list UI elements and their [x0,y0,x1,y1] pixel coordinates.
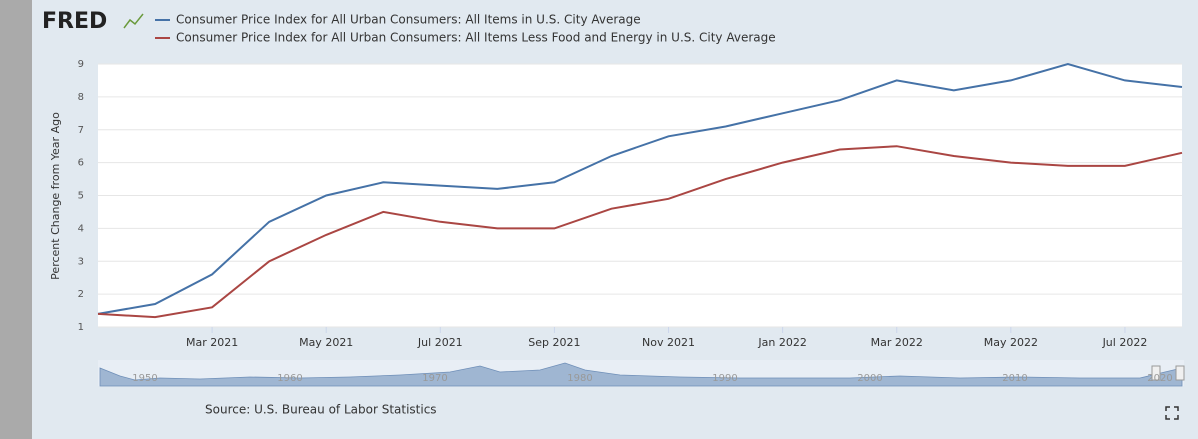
x-tick-label: Jul 2021 [417,336,463,349]
series-line [97,62,1183,315]
navigator-handle[interactable] [1151,365,1161,381]
x-tick-label: Jul 2022 [1102,336,1148,349]
x-tick-label: Sep 2021 [528,336,580,349]
navigator-label: 2020 [1147,373,1172,384]
legend-label: Consumer Price Index for All Urban Consu… [176,31,776,45]
y-tick-label: 6 [78,158,84,169]
source-note: Source: U.S. Bureau of Labor Statistics [205,403,437,417]
y-axis-label: Percent Change from Year Ago [49,112,62,280]
side-strip [0,0,32,439]
y-tick-label: 4 [78,223,84,234]
navigator-label: 1960 [277,373,302,384]
navigator-label: 1990 [712,373,737,384]
x-tick-label: Mar 2021 [186,336,238,349]
navigator-label: 2010 [1002,373,1027,384]
x-tick-label: May 2022 [984,336,1038,349]
legend: Consumer Price Index for All Urban Consu… [155,13,776,45]
y-tick-label: 1 [78,322,84,333]
navigator-label: 2000 [857,373,882,384]
series-line [97,145,1183,319]
y-tick-label: 7 [78,125,84,136]
navigator-label: 1980 [567,373,592,384]
x-tick-label: Jan 2022 [757,336,806,349]
logo-icon [123,13,144,29]
y-tick-label: 2 [78,289,84,300]
x-tick-label: Nov 2021 [642,336,695,349]
y-tick-label: 5 [78,191,84,202]
navigator-label: 1970 [422,373,447,384]
y-tick-label: 9 [78,59,84,70]
x-tick-label: May 2021 [299,336,353,349]
navigator-series [99,362,1183,387]
navigator-handle[interactable] [1175,365,1185,381]
y-tick-label: 3 [78,256,84,267]
fullscreen-button[interactable] [1165,406,1179,420]
navigator-label: 1950 [132,373,157,384]
logo: FRED [42,9,107,34]
x-tick-label: Mar 2022 [871,336,923,349]
y-tick-label: 8 [78,92,84,103]
legend-label: Consumer Price Index for All Urban Consu… [176,13,641,27]
